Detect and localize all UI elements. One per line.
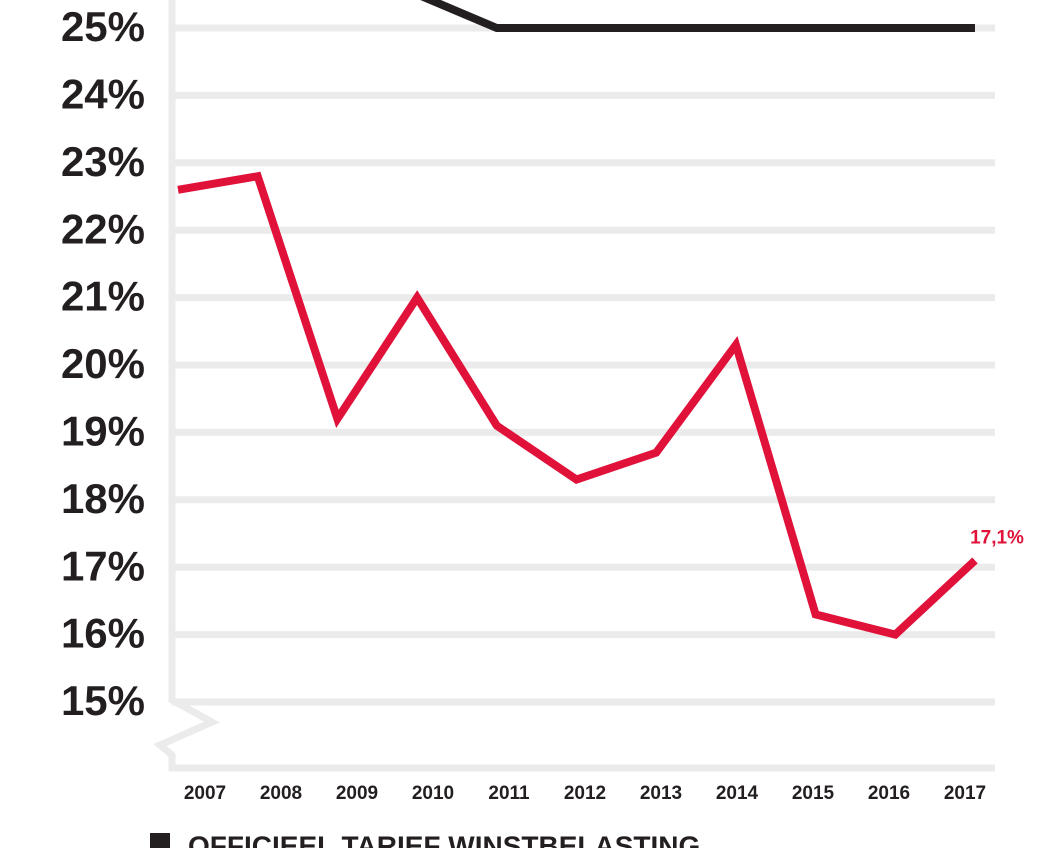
grid: [172, 24, 995, 706]
x-tick-label: 2010: [412, 783, 454, 804]
x-tick-label: 2013: [640, 783, 682, 804]
plot: 17,1%: [177, 0, 1024, 640]
x-tick-label: 2012: [564, 783, 606, 804]
x-tick-label: 2016: [868, 783, 910, 804]
x-tick-label: 2014: [716, 783, 759, 804]
x-tick-label: 2007: [184, 783, 226, 804]
y-tick-label: 24%: [61, 70, 145, 117]
y-tick-label: 22%: [61, 205, 145, 252]
x-tick-label: 2017: [944, 783, 986, 804]
axis: [153, 0, 995, 772]
y-tick-label: 25%: [61, 3, 145, 50]
y-tick-label: 20%: [61, 340, 145, 387]
x-tick-label: 2009: [336, 783, 378, 804]
data-label: 17,1%: [970, 527, 1024, 548]
y-tick-label: 15%: [61, 677, 145, 724]
legend-label: OFFICIEEL TARIEF WINSTBELASTING: [188, 830, 700, 848]
y-tick-label: 21%: [61, 273, 145, 320]
legend-swatch: [150, 833, 170, 848]
y-tick-label: 17%: [61, 542, 145, 589]
y-tick-label: 23%: [61, 138, 145, 185]
y-tick-label: 16%: [61, 610, 145, 657]
y-tick-label: 19%: [61, 407, 145, 454]
x-tick-label: 2011: [488, 783, 530, 804]
series-line: [420, 0, 975, 32]
x-tick-label: 2008: [260, 783, 302, 804]
series-line: [177, 171, 978, 640]
y-tick-label: 18%: [61, 475, 145, 522]
x-tick-label: 2015: [792, 783, 835, 804]
